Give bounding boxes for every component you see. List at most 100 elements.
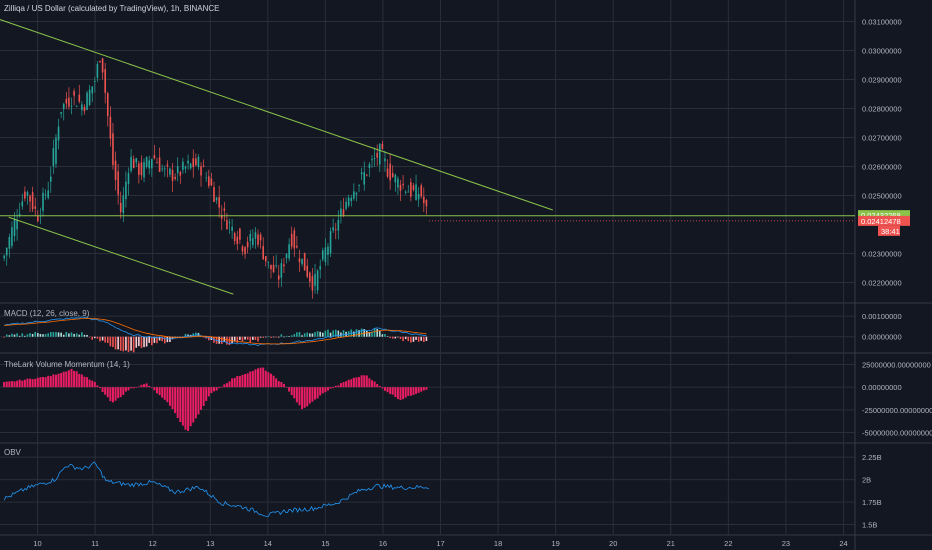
momentum-bar xyxy=(130,387,133,389)
candle xyxy=(394,174,397,183)
momentum-bar xyxy=(404,387,407,398)
macd-histogram-bar xyxy=(78,334,81,337)
candle xyxy=(96,64,99,78)
candle xyxy=(270,264,272,270)
candle xyxy=(8,237,11,249)
candle xyxy=(114,160,117,180)
candle xyxy=(353,191,355,199)
macd-histogram-bar xyxy=(417,336,420,342)
momentum-bar xyxy=(34,378,37,388)
momentum-bar xyxy=(49,376,52,388)
candle xyxy=(169,168,171,175)
momentum-bar xyxy=(259,367,262,388)
candle xyxy=(205,177,208,179)
candle xyxy=(355,192,358,195)
candle xyxy=(378,144,381,165)
candle xyxy=(386,168,389,177)
momentum-bar xyxy=(293,387,296,399)
momentum-bar xyxy=(262,367,265,388)
candle xyxy=(21,201,24,207)
candle xyxy=(11,227,13,246)
momentum-bar xyxy=(360,375,363,388)
candle xyxy=(316,270,319,291)
macd-histogram-bar xyxy=(143,336,145,348)
candle xyxy=(384,158,386,162)
candle xyxy=(319,266,321,270)
macd-histogram-bar xyxy=(236,336,239,343)
momentum-bar xyxy=(158,387,161,396)
candle xyxy=(200,166,202,176)
momentum-bar xyxy=(166,387,169,403)
macd-histogram-bar xyxy=(249,336,252,343)
candle xyxy=(288,244,290,259)
y-tick-label: 0.02800000 xyxy=(862,105,902,114)
obv-label: OBV xyxy=(4,448,21,457)
y-tick-label: 0.02300000 xyxy=(862,250,902,259)
candle xyxy=(373,158,376,159)
candle xyxy=(86,92,88,110)
momentum-bar xyxy=(132,387,135,389)
candle xyxy=(404,191,407,193)
x-tick-label: 11 xyxy=(91,539,99,548)
y-tick-label: 2B xyxy=(862,476,871,485)
momentum-bar xyxy=(298,387,301,406)
momentum-bar xyxy=(150,387,153,388)
candle xyxy=(366,174,368,176)
candle xyxy=(420,185,423,197)
candle xyxy=(290,233,293,247)
momentum-bar xyxy=(194,387,197,419)
momentum-bar xyxy=(415,387,418,394)
momentum-bar xyxy=(267,372,270,388)
macd-histogram-bar xyxy=(34,331,37,337)
x-tick-label: 16 xyxy=(379,539,387,548)
momentum-bar xyxy=(236,375,239,388)
momentum-bar xyxy=(412,387,415,395)
macd-histogram-bar xyxy=(337,330,340,337)
macd-histogram-bar xyxy=(389,336,391,338)
candle xyxy=(412,185,415,190)
momentum-bar xyxy=(3,382,6,388)
momentum-bar xyxy=(288,387,291,392)
obv-line xyxy=(3,461,430,517)
momentum-bar xyxy=(197,387,200,415)
momentum-bar xyxy=(251,371,254,388)
macd-histogram-bar xyxy=(42,334,44,337)
y-tick-label: 1.75B xyxy=(862,498,882,507)
macd-histogram-bar xyxy=(44,334,47,337)
x-tick-label: 15 xyxy=(321,539,329,548)
macd-histogram-bar xyxy=(353,331,355,337)
signal-line xyxy=(4,317,427,345)
momentum-bar xyxy=(161,387,164,398)
macd-histogram-bar xyxy=(83,334,86,337)
macd-histogram-bar xyxy=(130,336,132,351)
x-tick-label: 22 xyxy=(724,539,732,548)
macd-histogram-bar xyxy=(18,335,21,337)
candle xyxy=(345,201,347,209)
candle xyxy=(236,236,239,245)
trendline xyxy=(0,19,553,211)
momentum-bar xyxy=(10,381,13,388)
macd-histogram-bar xyxy=(96,336,99,339)
momentum-bar xyxy=(337,385,340,388)
candle xyxy=(44,194,47,196)
macd-histogram-bar xyxy=(161,336,163,342)
macd-histogram-bar xyxy=(272,336,275,338)
macd-histogram-bar xyxy=(316,331,319,337)
momentum-bar xyxy=(376,384,379,388)
candle xyxy=(158,157,161,172)
momentum-bar xyxy=(386,387,389,393)
macd-histogram-bar xyxy=(37,333,39,337)
macd-histogram-bar xyxy=(293,334,296,337)
candle xyxy=(371,159,373,161)
candle xyxy=(24,191,26,199)
x-tick-label: 17 xyxy=(436,539,444,548)
momentum-bar xyxy=(368,378,371,388)
momentum-bar xyxy=(422,387,425,391)
candle xyxy=(342,209,345,216)
macd-histogram-bar xyxy=(5,334,8,337)
candle xyxy=(143,162,145,178)
momentum-bar xyxy=(47,375,50,388)
momentum-bar xyxy=(275,378,278,388)
macd-histogram-bar xyxy=(3,336,5,338)
